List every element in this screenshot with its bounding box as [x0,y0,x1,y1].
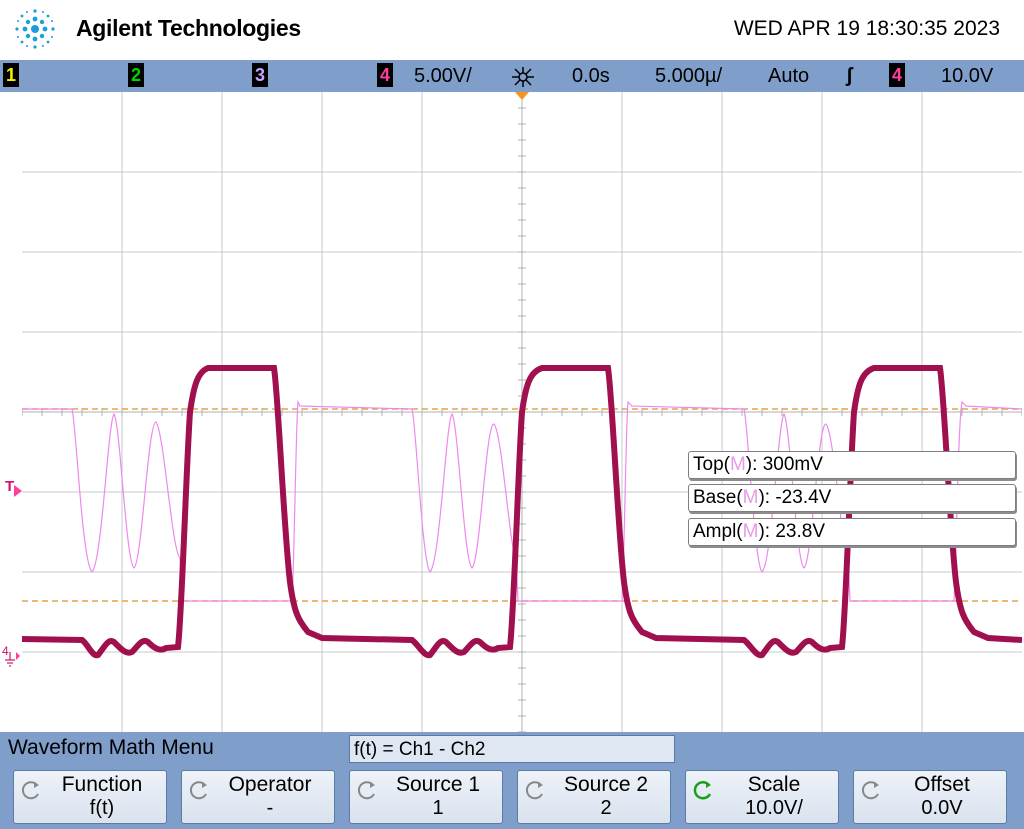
horizontal-delay[interactable]: 0.0s [572,65,610,87]
source-1-softkey-label: Source 1 [395,773,481,796]
math-formula: f(t) = Ch1 - Ch2 [349,735,675,763]
measurement-amplitude: Ampl(M): 23.8V [688,518,1016,546]
status-bar: 1 2 3 4 5.00V/ 0.0s 5.000µ/ Auto ʃ 4 10.… [0,60,1024,92]
date-time: WED APR 19 18:30:35 2023 [733,17,1000,40]
offset-softkey[interactable]: Offset 0.0V [853,770,1007,824]
rotate-knob-icon [21,781,39,800]
timebase-scale[interactable]: 5.000µ/ [655,65,723,87]
source-1-softkey[interactable]: Source 1 1 [349,770,503,824]
measurement-base: Base(M): -23.4V [688,484,1016,512]
scale-softkey-label: Scale [747,773,801,796]
scale-softkey[interactable]: Scale 10.0V/ [685,770,839,824]
math-trace [22,399,1022,602]
menu-title: Waveform Math Menu [8,736,214,759]
agilent-logo-icon [15,9,55,49]
operator-softkey-label: Operator [228,773,312,796]
offset-softkey-value: 0.0V [921,797,963,819]
measurement-amplitude-value: 23.8V [775,521,825,542]
measurement-base-value: -23.4V [775,487,832,508]
header: Agilent Technologies WED APR 19 18:30:35… [0,0,1024,60]
function-softkey-label: Function [61,773,143,796]
rotate-knob-icon [861,781,879,800]
scale-softkey-value: 10.0V/ [745,797,803,819]
source-2-softkey-label: Source 2 [563,773,649,796]
measurement-base-label: Base [693,487,737,508]
rotate-knob-icon [189,781,207,800]
channel-4-indicator[interactable]: 4 [377,63,393,87]
channel-4-trace [22,365,1022,659]
waveform-math-menu: Waveform Math Menu f(t) = Ch1 - Ch2 Func… [0,732,1024,829]
channel-2-indicator[interactable]: 2 [128,63,144,87]
function-softkey-value: f(t) [89,797,115,819]
rotate-knob-icon [357,781,375,800]
measurement-top-label: Top [693,454,724,475]
channel-3-indicator[interactable]: 3 [252,63,268,87]
source-2-softkey[interactable]: Source 2 2 [517,770,671,824]
trigger-level[interactable]: 10.0V [941,65,994,87]
source-1-softkey-value: 1 [432,797,444,819]
ground-icon [5,652,20,667]
brand-name: Agilent Technologies [76,15,301,41]
trigger-mode[interactable]: Auto [768,65,810,87]
rotate-knob-active-icon [693,780,712,800]
measurement-top-value: 300mV [762,454,823,475]
measurement-top: Top(M): 300mV [688,451,1016,479]
trigger-level-marker: T [5,478,15,495]
rotate-knob-icon [525,781,543,800]
trigger-position-icon [515,92,529,100]
trigger-level-arrow-icon [14,485,22,497]
acquisition-run-icon [512,67,534,87]
channel-1-indicator[interactable]: 1 [3,63,19,87]
trigger-slope-icon: ʃ [846,65,853,87]
measurement-top-source: M [729,454,746,475]
measurement-base-source: M [742,487,759,508]
trigger-source[interactable]: 4 [889,63,905,87]
waveform-display[interactable] [22,92,1022,732]
measurement-amplitude-label: Ampl [693,521,737,542]
channel-4-scale[interactable]: 5.00V/ [414,65,472,87]
offset-softkey-label: Offset [914,773,970,796]
source-2-softkey-value: 2 [600,797,612,819]
function-softkey[interactable]: Function f(t) [13,770,167,824]
channel-4-ground-marker: 4 [2,644,9,658]
operator-softkey-value: - [266,797,274,819]
measurement-amplitude-source: M [742,521,759,542]
waveform-graticule [22,92,1022,732]
operator-softkey[interactable]: Operator - [181,770,335,824]
